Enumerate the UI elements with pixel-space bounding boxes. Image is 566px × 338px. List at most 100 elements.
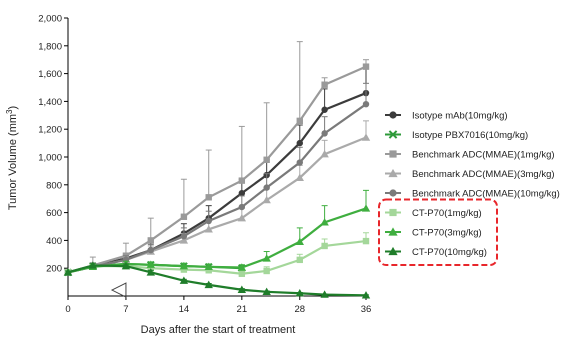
data-point: [204, 225, 213, 233]
data-point: [180, 213, 188, 220]
data-point: [263, 267, 270, 275]
series-layer: [63, 41, 371, 299]
series-4: [63, 120, 371, 276]
legend-label: Benchmark ADC(MMAE)(1mg/kg): [412, 150, 555, 161]
legend-marker: [389, 189, 397, 197]
data-point: [204, 262, 213, 271]
data-point: [362, 100, 370, 108]
y-tick-label: 1,000: [38, 153, 62, 164]
data-point: [238, 177, 246, 184]
data-point: [63, 268, 73, 276]
data-point: [180, 233, 188, 240]
legend-marker: [388, 130, 398, 139]
series-line: [67, 240, 367, 275]
data-point: [146, 260, 155, 268]
data-point: [262, 195, 271, 204]
data-point: [237, 213, 247, 222]
data-point: [262, 287, 271, 296]
data-point: [321, 106, 328, 113]
legend-marker: [388, 246, 398, 256]
data-point: [361, 133, 371, 141]
y-tick-label: 200: [46, 264, 62, 275]
data-point: [179, 236, 189, 244]
data-point: [179, 276, 189, 284]
data-point: [321, 242, 328, 250]
data-point: [180, 266, 188, 273]
data-point: [147, 246, 154, 254]
data-point: [263, 156, 270, 163]
data-point: [296, 256, 303, 264]
data-point: [361, 204, 371, 212]
data-point: [295, 173, 304, 182]
data-point: [295, 237, 304, 245]
data-point: [121, 261, 131, 270]
legend: Isotype mAb(10mg/kg) Isotype PBX7016(10mg…: [378, 111, 560, 266]
data-point: [237, 285, 247, 293]
data-point: [179, 261, 189, 270]
y-tick-label: 1,600: [38, 69, 62, 80]
data-point: [361, 291, 371, 299]
y-axis-label-close: ): [7, 106, 19, 110]
data-point: [320, 290, 329, 298]
data-point: [296, 117, 303, 125]
y-tick-label: 1,800: [38, 41, 62, 52]
legend-marker: [389, 111, 397, 119]
x-tick-label: 28: [294, 304, 305, 315]
y-tick-label: 1,400: [38, 97, 62, 108]
legend-label: CT-P70(3mg/kg): [412, 228, 482, 239]
x-tick-label: 36: [361, 304, 372, 315]
legend-marker: [389, 208, 397, 217]
data-point: [237, 263, 247, 271]
y-tick-label: 600: [46, 208, 62, 219]
series-6: [64, 232, 370, 277]
data-point: [362, 63, 370, 70]
data-point: [321, 81, 328, 88]
legend-label: Benchmark ADC(MMAE)(3mg/kg): [412, 169, 555, 180]
series-3: [64, 41, 370, 276]
y-tick-label: 800: [46, 180, 62, 191]
series-line: [67, 136, 367, 274]
data-point: [204, 280, 213, 289]
data-point: [262, 254, 271, 262]
data-point: [320, 218, 329, 226]
y-tick-label: 400: [46, 236, 62, 247]
data-point: [147, 237, 154, 244]
data-point: [362, 237, 370, 245]
data-point: [88, 261, 98, 269]
legend-label: Benchmark ADC(MMAE)(10mg/kg): [412, 189, 560, 200]
legend-label: CT-P70(1mg/kg): [412, 208, 482, 219]
x-tick-label: 0: [65, 304, 70, 315]
data-point: [296, 159, 303, 166]
x-tick-label: 14: [179, 304, 190, 315]
y-tick-label: 2,000: [38, 14, 62, 25]
x-tick-label: 7: [123, 304, 128, 315]
data-point: [205, 217, 212, 225]
series-5: [64, 82, 370, 276]
axes: 200 400 600 800 1,000 1,200 1,400 1,600 1,800 2,0…: [38, 14, 371, 316]
data-point: [146, 268, 155, 276]
data-point: [205, 194, 212, 201]
data-point: [238, 203, 246, 211]
data-point: [321, 130, 328, 137]
x-axis-label: Days after the start of treatment: [141, 324, 296, 336]
data-point: [296, 139, 303, 147]
legend-label: Isotype PBX7016(10mg/kg): [412, 130, 528, 141]
y-axis-label-main: Tumor Volume (mm: [7, 114, 19, 210]
series-line: [67, 92, 367, 274]
series-8: [63, 261, 371, 299]
data-point: [205, 267, 212, 274]
data-point: [238, 189, 246, 197]
data-point: [295, 289, 304, 297]
data-point: [263, 184, 270, 191]
y-axis-label: Tumor Volume (mm3): [5, 106, 19, 210]
y-tick-label: 1,200: [38, 125, 62, 136]
legend-marker: [388, 168, 398, 178]
legend-label: CT-P70(10mg/kg): [412, 247, 487, 258]
data-point: [238, 270, 246, 277]
legend-marker: [388, 227, 398, 236]
series-line: [67, 65, 367, 274]
highlight-box: [378, 198, 498, 266]
x-tick-label: 21: [237, 304, 248, 315]
y-axis-label-superscript: 3: [5, 109, 14, 114]
